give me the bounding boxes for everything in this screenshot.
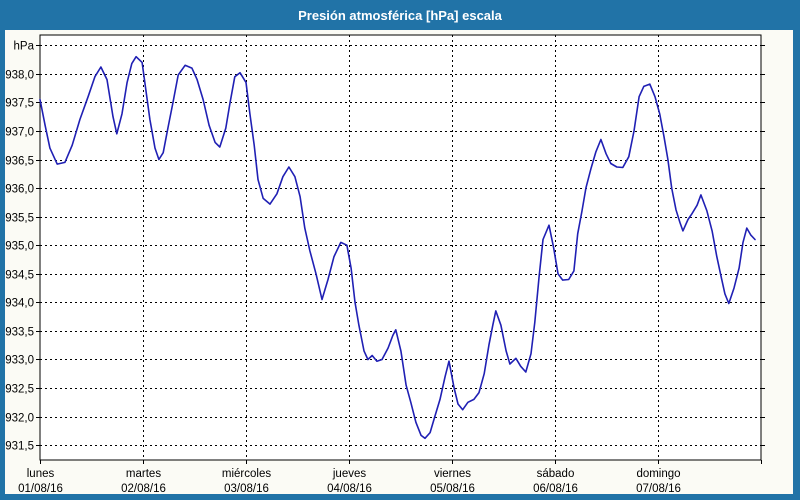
x-axis-date-label: 06/08/16 [533, 483, 578, 494]
y-axis-tick-label: 932,5 [5, 384, 34, 396]
window-title: Presión atmosférica [hPa] escala [298, 7, 502, 23]
x-axis-date-label: 02/08/16 [121, 483, 166, 494]
x-axis-date-label: 05/08/16 [430, 483, 475, 494]
x-axis-day-label: lunes [27, 468, 55, 480]
x-axis-day-label: domingo [636, 468, 680, 480]
y-axis-tick-label: 935,0 [5, 241, 34, 253]
y-axis-tick-label: 932,0 [5, 413, 34, 425]
x-axis-day-label: miércoles [222, 468, 271, 480]
y-axis-tick-label: 936,0 [5, 184, 34, 196]
plot-area [39, 34, 762, 461]
y-axis-unit-label: hPa [14, 41, 35, 53]
y-axis-tick-label: 933,5 [5, 327, 34, 339]
y-axis-tick-label: 933,0 [5, 355, 34, 367]
x-axis-date-label: 04/08/16 [327, 483, 372, 494]
y-axis-tick-label: 937,5 [5, 98, 34, 110]
pressure-line [39, 55, 756, 440]
y-axis-tick-label: 935,5 [5, 213, 34, 225]
y-axis-tick-label: 936,5 [5, 156, 34, 168]
y-axis-tick-label: 938,0 [5, 70, 34, 82]
pressure-chart: hPa 938,0 937,5 937,0 936,5 936,0 935,5 935,0 93… [5, 34, 765, 495]
x-axis-day-label: viernes [434, 468, 471, 480]
x-axis-date-label: 07/08/16 [636, 483, 681, 494]
y-axis-tick-label: 934,0 [5, 298, 34, 310]
x-axis-date-label: 03/08/16 [224, 483, 269, 494]
x-axis-day-label: sábado [537, 468, 575, 480]
x-axis-date-label: 01/08/16 [18, 483, 63, 494]
chart-panel: hPa 938,0 937,5 937,0 936,5 936,0 935,5 935,0 93… [5, 30, 793, 495]
x-axis-day-label: martes [126, 468, 161, 480]
y-axis-tick-label: 937,0 [5, 127, 34, 139]
y-axis-tick-label: 934,5 [5, 270, 34, 282]
x-axis-day-label: jueves [332, 468, 366, 480]
y-axis-tick-label: 931,5 [5, 441, 34, 453]
